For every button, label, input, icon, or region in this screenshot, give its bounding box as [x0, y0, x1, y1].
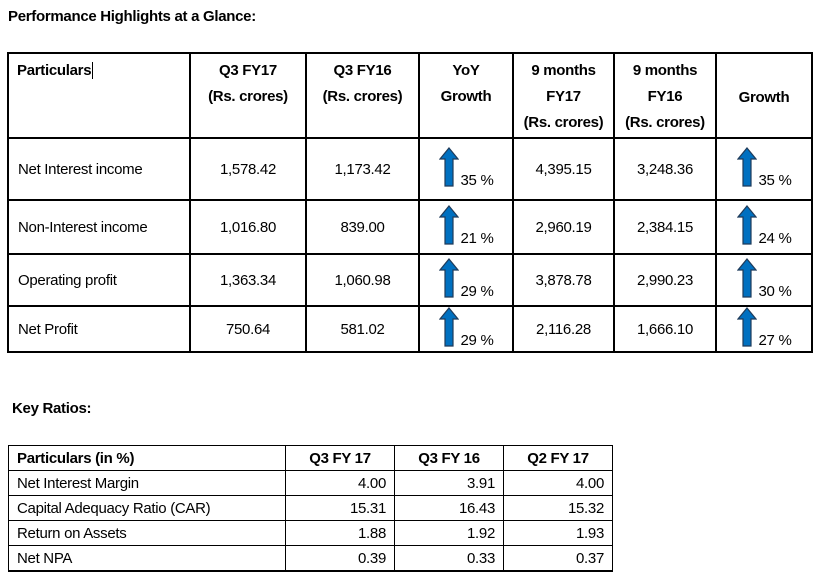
cell-9m-fy17: 2,116.28 — [512, 305, 615, 353]
growth-value: 35 % — [758, 172, 792, 189]
row-label: Return on Assets — [8, 520, 286, 546]
cell-q2fy17: 15.32 — [503, 495, 613, 521]
up-arrow-icon — [438, 307, 459, 347]
cell-q3fy17: 1,016.80 — [189, 199, 307, 255]
up-arrow-icon — [438, 205, 459, 245]
table-row: Net Interest Margin 4.00 3.91 4.00 — [8, 470, 613, 496]
cell-9m-fy16: 1,666.10 — [613, 305, 717, 353]
header-9m-fy17: 9 months FY17 (Rs. crores) — [512, 52, 615, 139]
header-growth: Growth — [715, 52, 813, 139]
header-particulars: Particulars — [7, 52, 191, 139]
growth-value: 24 % — [758, 230, 792, 247]
header-9m-fy16: 9 months FY16 (Rs. crores) — [613, 52, 717, 139]
row-label: Non-Interest income — [7, 199, 191, 255]
header-q2fy17: Q2 FY 17 — [503, 445, 613, 471]
table-row: Net NPA 0.39 0.33 0.37 — [8, 545, 613, 572]
cell-growth: 27 % — [715, 305, 813, 353]
growth-value: 30 % — [758, 283, 792, 300]
cell-9m-fy16: 2,990.23 — [613, 253, 717, 307]
cell-q3fy17: 1,363.34 — [189, 253, 307, 307]
cell-q2fy17: 1.93 — [503, 520, 613, 546]
row-label: Operating profit — [7, 253, 191, 307]
table-row: Operating profit 1,363.34 1,060.98 29 % 3,87… — [7, 253, 813, 307]
key-ratios-title: Key Ratios: — [12, 400, 92, 417]
table-row: Return on Assets 1.88 1.92 1.93 — [8, 520, 613, 546]
growth-value: 21 % — [460, 230, 494, 247]
table-row: Net Profit 750.64 581.02 29 % 2,116.28 1,666.… — [7, 305, 813, 353]
table-row: Capital Adequacy Ratio (CAR) 15.31 16.43 15… — [8, 495, 613, 521]
header-row: Particulars (in %) Q3 FY 17 Q3 FY 16 Q2 … — [8, 445, 613, 471]
key-ratios-table: Particulars (in %) Q3 FY 17 Q3 FY 16 Q2 … — [8, 445, 613, 572]
cell-q3fy17: 1,578.42 — [189, 137, 307, 201]
header-yoy-growth: YoY Growth — [418, 52, 514, 139]
table-row: Net Interest income 1,578.42 1,173.42 35 % 4… — [7, 137, 813, 201]
performance-title: Performance Highlights at a Glance: — [8, 8, 256, 25]
cell-q2fy17: 4.00 — [503, 470, 613, 496]
growth-value: 35 % — [460, 172, 494, 189]
header-q3fy17: Q3 FY 17 — [285, 445, 395, 471]
growth-value: 27 % — [758, 332, 792, 349]
header-q3fy17: Q3 FY17 (Rs. crores) — [189, 52, 307, 139]
cell-q3fy16: 1,060.98 — [305, 253, 420, 307]
cell-growth: 35 % — [715, 137, 813, 201]
cell-q2fy17: 0.37 — [503, 545, 613, 572]
cell-yoy-growth: 21 % — [418, 199, 514, 255]
row-label: Net Interest income — [7, 137, 191, 201]
row-label: Net Interest Margin — [8, 470, 286, 496]
up-arrow-icon — [438, 147, 459, 187]
cell-q3fy17: 1.88 — [285, 520, 395, 546]
cell-q3fy17: 15.31 — [285, 495, 395, 521]
cell-growth: 30 % — [715, 253, 813, 307]
header-particulars: Particulars (in %) — [8, 445, 286, 471]
up-arrow-icon — [736, 307, 757, 347]
cell-yoy-growth: 29 % — [418, 253, 514, 307]
cell-q3fy17: 4.00 — [285, 470, 395, 496]
header-q3fy16: Q3 FY16 (Rs. crores) — [305, 52, 420, 139]
cell-q3fy16: 0.33 — [394, 545, 504, 572]
up-arrow-icon — [736, 147, 757, 187]
cell-q3fy17: 750.64 — [189, 305, 307, 353]
row-label: Net Profit — [7, 305, 191, 353]
table-row: Non-Interest income 1,016.80 839.00 21 % 2,9… — [7, 199, 813, 255]
cell-q3fy16: 16.43 — [394, 495, 504, 521]
row-label: Net NPA — [8, 545, 286, 572]
cell-q3fy16: 1.92 — [394, 520, 504, 546]
growth-value: 29 % — [460, 283, 494, 300]
cell-yoy-growth: 35 % — [418, 137, 514, 201]
cell-9m-fy17: 2,960.19 — [512, 199, 615, 255]
header-row: Particulars Q3 FY17 (Rs. crores) Q3 FY16(… — [7, 52, 813, 139]
up-arrow-icon — [438, 258, 459, 298]
row-label: Capital Adequacy Ratio (CAR) — [8, 495, 286, 521]
performance-table: Particulars Q3 FY17 (Rs. crores) Q3 FY16(… — [7, 52, 813, 353]
cell-growth: 24 % — [715, 199, 813, 255]
cell-9m-fy16: 3,248.36 — [613, 137, 717, 201]
cell-q3fy16: 839.00 — [305, 199, 420, 255]
cell-q3fy16: 581.02 — [305, 305, 420, 353]
cell-9m-fy17: 3,878.78 — [512, 253, 615, 307]
header-q3fy16: Q3 FY 16 — [394, 445, 504, 471]
cell-9m-fy17: 4,395.15 — [512, 137, 615, 201]
cell-q3fy16: 1,173.42 — [305, 137, 420, 201]
up-arrow-icon — [736, 205, 757, 245]
cell-q3fy16: 3.91 — [394, 470, 504, 496]
up-arrow-icon — [736, 258, 757, 298]
growth-value: 29 % — [460, 332, 494, 349]
cell-yoy-growth: 29 % — [418, 305, 514, 353]
cell-9m-fy16: 2,384.15 — [613, 199, 717, 255]
cell-q3fy17: 0.39 — [285, 545, 395, 572]
